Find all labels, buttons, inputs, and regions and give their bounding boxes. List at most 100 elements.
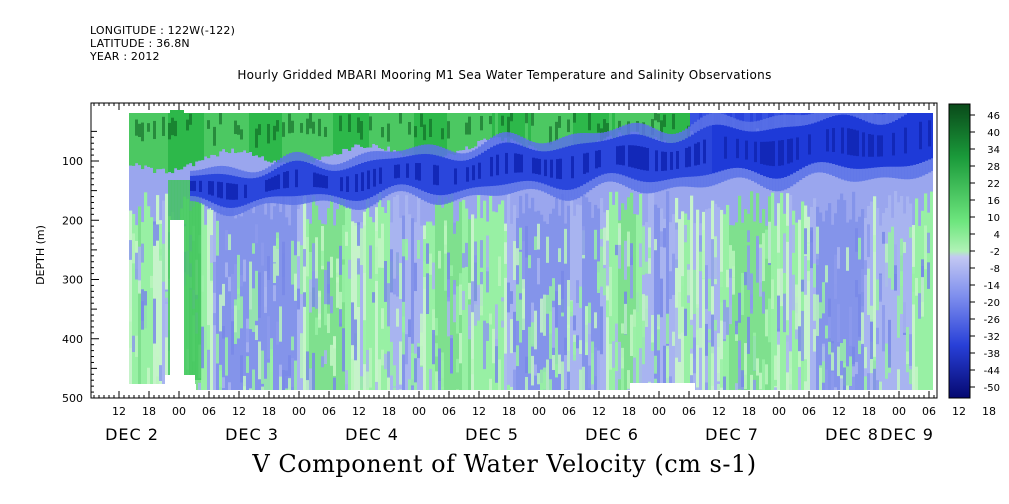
heatmap-cell [648, 110, 652, 138]
heatmap-cell [747, 230, 751, 243]
heatmap-cell [846, 366, 850, 390]
colorbar [948, 103, 971, 399]
heatmap-cell [411, 218, 415, 390]
heatmap-cell [558, 110, 562, 157]
heatmap-cell [402, 301, 406, 333]
heatmap-cell [361, 172, 365, 191]
heatmap-cell [681, 110, 685, 147]
heatmap-cell [234, 120, 238, 135]
heatmap-cell [156, 340, 160, 377]
heatmap-cell [546, 294, 550, 314]
heatmap-cell [438, 110, 442, 158]
heatmap-cell [282, 192, 286, 390]
heatmap-cell [831, 343, 835, 371]
heatmap-cell [384, 353, 388, 370]
heatmap-cell [330, 296, 334, 314]
x-tick-label: 12 [712, 405, 726, 418]
heatmap-cell [549, 311, 553, 359]
heatmap-cell [813, 263, 817, 288]
heatmap-cell [339, 115, 343, 132]
heatmap-cell [261, 386, 265, 390]
heatmap-cell [660, 278, 664, 318]
heatmap-cell [216, 110, 220, 157]
heatmap-cell [150, 287, 154, 326]
heatmap-cell [897, 295, 901, 338]
heatmap-cell [270, 338, 274, 373]
heatmap-cell [888, 232, 892, 279]
heatmap-cell [186, 180, 190, 380]
heatmap-cell [465, 242, 469, 267]
heatmap-cell [300, 123, 304, 133]
x-tick-label: 06 [322, 405, 336, 418]
x-day-label: DEC 7 [705, 425, 759, 444]
heatmap-cell [639, 295, 643, 329]
y-tick-label: 400 [62, 333, 83, 346]
heatmap-cell [400, 157, 404, 185]
heatmap-cell [417, 346, 421, 359]
heatmap-cell [342, 110, 346, 149]
heatmap-cell [402, 110, 406, 156]
heatmap-cell [442, 157, 446, 196]
heatmap-cell [390, 222, 394, 390]
heatmap-cell [850, 128, 854, 156]
heatmap-cell [912, 266, 916, 305]
heatmap-cell [721, 125, 725, 171]
colorbar-label: -14 [984, 281, 1000, 292]
heatmap-cell [519, 195, 523, 390]
longitude-label: LONGITUDE : 122W(-122) [90, 24, 236, 37]
heatmap-cell [273, 285, 277, 302]
heatmap-cell [354, 225, 358, 390]
heatmap-cell [777, 328, 781, 345]
heatmap-cell [426, 110, 430, 162]
heatmap-cell [915, 366, 919, 390]
colorbar-label: -32 [984, 332, 1000, 343]
heatmap-cell [351, 358, 355, 390]
heatmap-cell [309, 110, 313, 162]
heatmap-cell [334, 170, 338, 197]
heatmap-cell [210, 280, 214, 305]
heatmap-cell [261, 350, 265, 384]
heatmap-cell [820, 120, 824, 163]
heatmap-cell [729, 277, 733, 325]
heatmap-cell [468, 282, 472, 300]
heatmap-cell [564, 223, 568, 390]
heatmap-cell [231, 110, 235, 149]
heatmap-cell [360, 228, 364, 266]
heatmap-cell [612, 323, 616, 351]
heatmap-cell [249, 110, 253, 153]
heatmap-cell [384, 213, 388, 390]
x-tick-label: 18 [862, 405, 876, 418]
heatmap-cell [498, 204, 502, 390]
heatmap-cell [213, 212, 217, 390]
heatmap-cell [274, 175, 278, 190]
heatmap-cell [576, 110, 580, 151]
heatmap-cell [757, 131, 761, 174]
heatmap-cell [310, 164, 314, 195]
heatmap-cell [549, 379, 553, 390]
heatmap-cell [312, 243, 316, 288]
heatmap-cell [387, 351, 391, 378]
heatmap-cell [867, 224, 871, 258]
heatmap-cell [810, 207, 814, 390]
heatmap-cell [649, 137, 653, 183]
x-tick-label: 12 [472, 405, 486, 418]
heatmap-cell [706, 126, 710, 175]
heatmap-cell [522, 279, 526, 319]
heatmap-cell [723, 376, 727, 390]
heatmap-cell [414, 126, 418, 138]
x-tick-label: 00 [772, 405, 786, 418]
heatmap-cell [703, 139, 707, 164]
heatmap-cell [495, 304, 499, 347]
heatmap-cell [576, 280, 580, 304]
heatmap-cell [501, 328, 505, 349]
heatmap-cell [645, 110, 649, 138]
heatmap-cell [849, 219, 853, 390]
heatmap-cell [214, 173, 218, 205]
heatmap-cell [453, 110, 457, 155]
heatmap-cell [894, 274, 898, 291]
heatmap-cell [357, 260, 361, 307]
heatmap-cell [612, 204, 616, 390]
heatmap-cell [504, 223, 508, 390]
heatmap-cell [568, 145, 572, 190]
